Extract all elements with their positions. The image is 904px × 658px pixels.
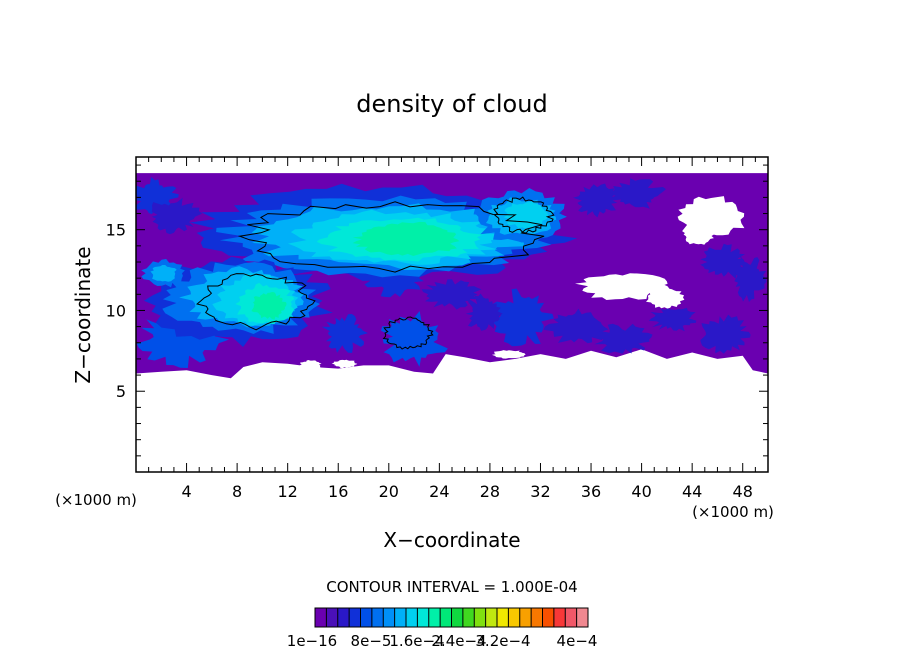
contour-line-2 bbox=[196, 273, 316, 331]
patch-1 bbox=[151, 197, 203, 235]
colorbar-swatch bbox=[349, 608, 361, 627]
contour-interval-text: CONTOUR INTERVAL = 1.000E-04 bbox=[326, 578, 577, 596]
gap-region-3 bbox=[646, 284, 685, 309]
colorbar-swatch bbox=[576, 608, 589, 627]
field-layer bbox=[136, 173, 768, 379]
patch-17 bbox=[421, 279, 482, 310]
colorbar-swatch bbox=[337, 608, 350, 627]
colorbar-swatch bbox=[326, 608, 339, 627]
colorbar-label: 2.4e−4 bbox=[431, 632, 486, 650]
patch-6 bbox=[492, 288, 554, 347]
x-unit-label-right: (×1000 m) bbox=[692, 503, 774, 521]
colorbar-swatch bbox=[565, 608, 577, 627]
colorbar-swatch bbox=[531, 608, 543, 627]
patch-11 bbox=[465, 293, 503, 331]
x-axis-label: X−coordinate bbox=[383, 528, 520, 552]
y-tick-label: 15 bbox=[106, 221, 126, 240]
colorbar-swatch bbox=[485, 608, 498, 627]
gap-region-5 bbox=[299, 360, 322, 371]
x-tick-label: 12 bbox=[278, 482, 298, 501]
colorbar-label: 3.2e−4 bbox=[475, 632, 530, 650]
patch-8 bbox=[591, 323, 653, 354]
y-axis-label: Z−coordinate bbox=[71, 246, 95, 383]
upper-band-level-5 bbox=[352, 221, 460, 256]
colorbar-swatch bbox=[519, 608, 532, 627]
colorbar-frame bbox=[314, 607, 589, 628]
colorbar-swatch bbox=[474, 608, 486, 627]
left-nodule-level-1 bbox=[150, 265, 177, 282]
colorbar-swatch bbox=[542, 608, 555, 627]
colorbar-swatch bbox=[394, 608, 407, 627]
colorbar-swatch bbox=[383, 608, 395, 627]
colorbar-swatch bbox=[553, 608, 566, 627]
contour-line-3 bbox=[382, 316, 434, 350]
colorbar-swatch bbox=[315, 608, 327, 627]
patch-9 bbox=[648, 307, 697, 332]
colorbar-label: 4e−4 bbox=[557, 632, 598, 650]
gap-region-2 bbox=[575, 273, 668, 300]
x-tick-label: 36 bbox=[581, 482, 601, 501]
x-tick-label: 40 bbox=[631, 482, 651, 501]
upper-right-level-2 bbox=[503, 201, 549, 229]
lower-cloud-level-5 bbox=[251, 292, 287, 320]
gap-region-6 bbox=[331, 359, 358, 369]
contour-line-1 bbox=[493, 196, 555, 234]
colorbar-swatch bbox=[428, 608, 441, 627]
patch-12 bbox=[381, 311, 448, 367]
colorbar-swatch bbox=[497, 608, 509, 627]
contour-line-0 bbox=[237, 201, 545, 273]
colorbar-swatch bbox=[508, 608, 521, 627]
x-tick-label: 24 bbox=[429, 482, 449, 501]
x-unit-label-left: (×1000 m) bbox=[55, 491, 137, 509]
colorbar-swatch bbox=[406, 608, 418, 627]
colorbar-swatch bbox=[360, 608, 373, 627]
y-tick-label: 5 bbox=[116, 382, 126, 401]
gap-region-4 bbox=[491, 350, 526, 359]
colorbar-label: 1.6e−4 bbox=[389, 632, 444, 650]
x-tick-label: 48 bbox=[733, 482, 753, 501]
colorbar-swatch bbox=[440, 608, 452, 627]
patch-2 bbox=[603, 178, 666, 209]
colorbar-swatch bbox=[417, 608, 430, 627]
colorbar-label: 1e−16 bbox=[287, 632, 337, 650]
patch-7 bbox=[543, 308, 609, 344]
colorbar-label: 8e−5 bbox=[351, 632, 392, 650]
colorbar bbox=[314, 607, 589, 628]
chart-title: density of cloud bbox=[356, 90, 547, 118]
colorbar-swatch bbox=[451, 608, 464, 627]
patch-16 bbox=[321, 314, 368, 353]
x-tick-label: 8 bbox=[232, 482, 242, 501]
patch-10 bbox=[700, 314, 751, 354]
gap-region-1 bbox=[683, 223, 714, 245]
x-tick-label: 20 bbox=[379, 482, 399, 501]
x-tick-label: 44 bbox=[682, 482, 702, 501]
patch-3 bbox=[573, 183, 618, 218]
x-tick-label: 28 bbox=[480, 482, 500, 501]
colorbar-labels: 1e−16 8e−51.6e−42.4e−43.2e−4 4e−4 bbox=[287, 632, 598, 650]
patch-5 bbox=[733, 255, 767, 302]
x-tick-label: 16 bbox=[328, 482, 348, 501]
x-tick-label: 32 bbox=[530, 482, 550, 501]
y-tick-label: 10 bbox=[106, 301, 126, 320]
colorbar-swatch bbox=[371, 608, 384, 627]
x-tick-label: 4 bbox=[181, 482, 191, 501]
colorbar-swatch bbox=[462, 608, 475, 627]
